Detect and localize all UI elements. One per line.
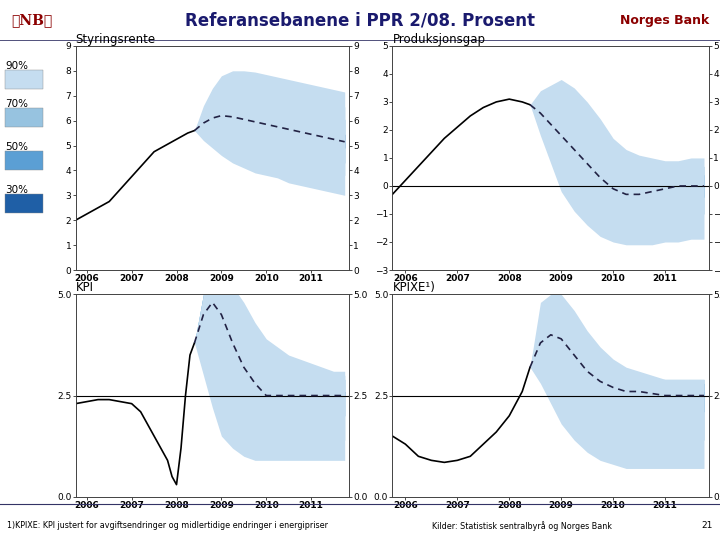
Text: KPIXE¹): KPIXE¹): [392, 281, 436, 294]
Bar: [6, 108, 43, 127]
Text: 90%: 90%: [6, 61, 29, 71]
Text: ★NB★: ★NB★: [11, 14, 52, 27]
Text: 21: 21: [701, 521, 713, 530]
Bar: [6, 70, 43, 89]
Text: KPI: KPI: [76, 281, 94, 294]
Text: 70%: 70%: [6, 99, 29, 109]
Text: 30%: 30%: [6, 185, 29, 195]
Text: Referansebanene i PPR 2/08. Prosent: Referansebanene i PPR 2/08. Prosent: [185, 11, 535, 29]
Text: 1)KPIXE: KPI justert for avgiftsendringer og midlertidige endringer i energipris: 1)KPIXE: KPI justert for avgiftsendringe…: [7, 521, 328, 530]
Bar: [6, 194, 43, 213]
Text: Norges Bank: Norges Bank: [620, 14, 709, 27]
Text: Produksjonsgap: Produksjonsgap: [392, 33, 485, 46]
Bar: [6, 151, 43, 170]
Text: Kilder: Statistisk sentralbyrå og Norges Bank: Kilder: Statistisk sentralbyrå og Norges…: [432, 521, 612, 531]
Text: Styringsrente: Styringsrente: [76, 33, 156, 46]
Text: 50%: 50%: [6, 142, 29, 152]
